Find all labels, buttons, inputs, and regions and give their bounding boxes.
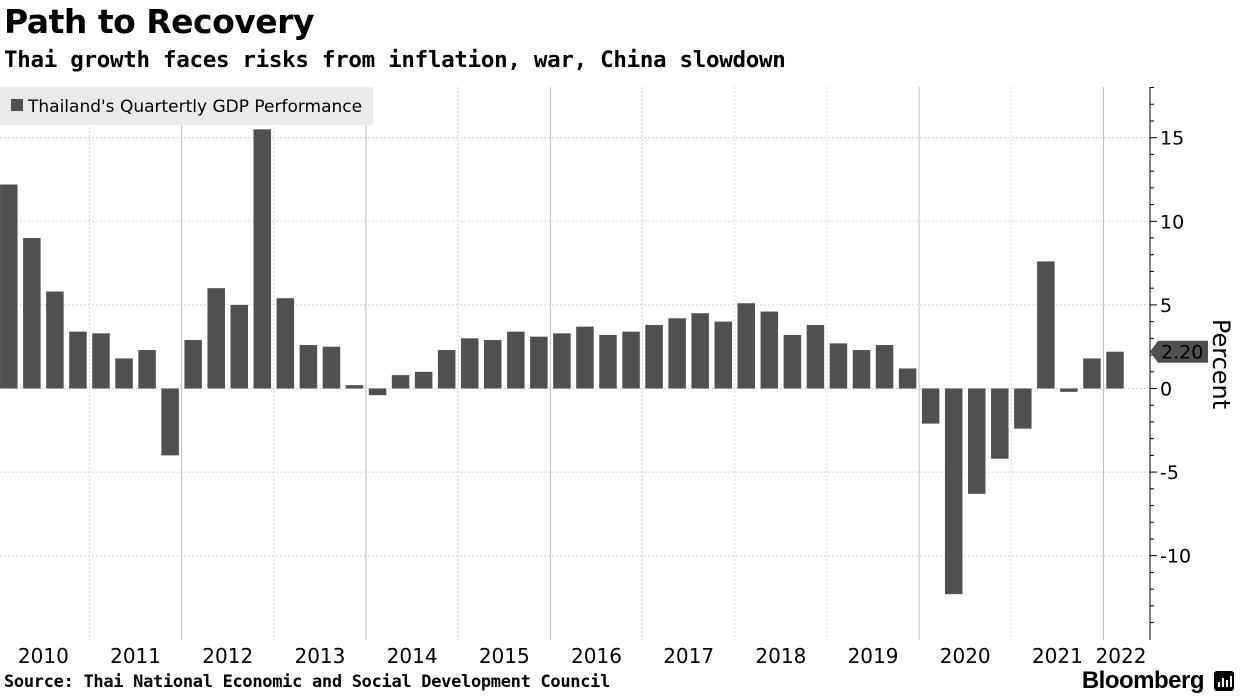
y-tick-label: 0 [1160,379,1172,401]
chart-subtitle: Thai growth faces risks from inflation, … [4,47,786,73]
bar-2014-q1 [368,388,387,396]
bar-2019-q2 [852,350,871,389]
bar-2013-q4 [345,385,364,389]
x-tick-label-2010: 2010 [18,644,69,668]
bar-2018-q2 [760,311,779,389]
legend-label: Thailand's Quartertly GDP Performance [27,97,362,117]
bar-2016-q3 [599,334,617,389]
bar-2017-q2 [668,318,686,389]
bar-2013-q1 [276,298,295,389]
bar-2010-q3 [46,291,64,389]
y-tick-label: 10 [1160,211,1184,233]
bar-2017-q4 [714,321,732,389]
bar-2021-q2 [1037,261,1055,389]
bar-2014-q4 [437,350,456,389]
bar-2021-q1 [1014,388,1032,429]
bar-2010-q1 [0,184,18,389]
bar-2012-q1 [184,340,202,389]
x-tick-label-2020: 2020 [940,644,991,668]
bar-2012-q2 [207,288,225,389]
bar-2014-q3 [414,371,433,389]
bar-2015-q3 [507,331,525,389]
bar-2021-q3 [1060,388,1078,392]
brand-logo: Bloomberg [1081,667,1205,694]
y-axis-label: Percent [1207,319,1235,409]
bar-2017-q3 [691,313,709,389]
source-note: Source: Thai National Economic and Socia… [4,672,611,692]
legend-background [0,87,373,125]
bar-2020-q1 [921,388,940,424]
x-tick-label-2017: 2017 [663,644,714,668]
bar-2022-q1 [1106,351,1124,389]
bar-2018-q1 [737,303,756,389]
x-tick-label-2019: 2019 [848,644,899,668]
bar-2013-q3 [322,346,341,389]
bar-2018-q4 [806,324,825,389]
last-value-marker: 2.20 [1150,340,1208,364]
bloomberg-terminal-icon [1214,671,1234,691]
last-value-label: 2.20 [1161,342,1203,364]
bar-2012-q4 [253,129,272,389]
x-tick-label-2011: 2011 [110,644,161,668]
x-tick-label-2018: 2018 [755,644,806,668]
bar-2011-q4 [161,388,179,456]
bar-2011-q3 [138,350,156,389]
y-tick-label: 5 [1160,295,1172,317]
bar-2015-q4 [530,336,548,389]
bar-2016-q1 [553,333,571,389]
x-tick-label-2021: 2021 [1032,644,1083,668]
bar-2019-q4 [898,368,917,389]
y-tick-label: -5 [1160,462,1179,484]
bar-2019-q1 [829,343,848,389]
x-axis-labels: 2010 2011 2012 2013 2014 2015 2016 2017 2018 2019… [18,644,1147,668]
bar-2020-q3 [967,388,986,494]
chart-title: Path to Recovery [4,2,314,41]
y-axis: -10 -5 0 5 10 15 [1149,87,1191,640]
bar-2015-q2 [484,340,502,389]
bar-2011-q2 [115,358,133,389]
bar-2020-q2 [944,388,963,595]
y-tick-label: -10 [1160,546,1191,568]
bar-2020-q4 [991,388,1009,459]
x-tick-label-2013: 2013 [294,644,345,668]
bar-2010-q4 [69,331,87,389]
bars [0,129,1124,595]
x-tick-label-2022: 2022 [1096,644,1147,668]
bar-2021-q4 [1083,358,1101,389]
bar-2010-q2 [23,238,41,389]
bar-2018-q3 [783,334,802,389]
x-tick-label-2016: 2016 [571,644,622,668]
bar-2012-q3 [230,304,249,389]
bar-2016-q4 [622,331,640,389]
bar-2014-q2 [391,375,410,389]
bar-2017-q1 [645,324,663,389]
x-tick-label-2012: 2012 [202,644,253,668]
grid-lines [0,87,1150,640]
y-tick-label: 15 [1160,128,1184,150]
legend: Thailand's Quartertly GDP Performance [0,87,373,125]
bar-2016-q2 [576,326,594,389]
bar-2011-q1 [92,333,110,389]
bar-2015-q1 [460,338,479,389]
x-tick-label-2015: 2015 [479,644,530,668]
bar-2019-q3 [875,345,894,389]
bar-2013-q2 [299,345,318,389]
last-value-badge [1150,340,1208,363]
x-tick-label-2014: 2014 [387,644,438,668]
legend-swatch [11,99,23,111]
